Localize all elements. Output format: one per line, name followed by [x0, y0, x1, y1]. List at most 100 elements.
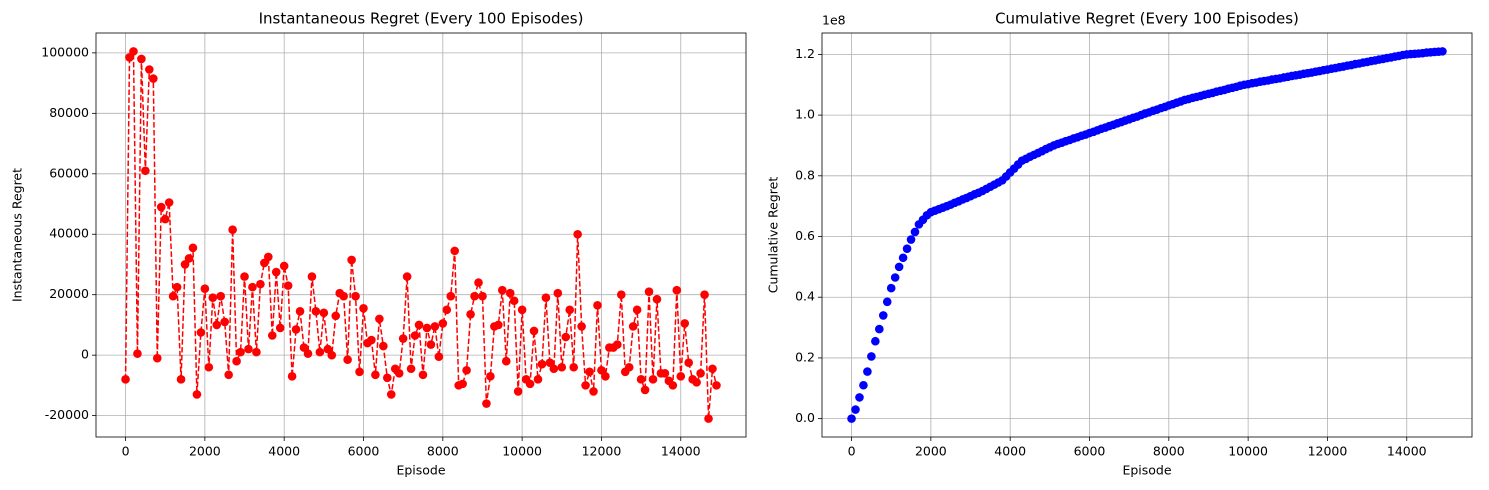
data-point — [434, 352, 444, 361]
data-point — [287, 372, 297, 381]
data-point — [315, 347, 325, 357]
data-point — [871, 336, 880, 346]
data-point — [474, 278, 483, 287]
data-point — [1438, 47, 1447, 56]
data-point — [192, 390, 202, 399]
data-point — [553, 288, 563, 298]
data-point — [692, 378, 701, 387]
data-point — [375, 314, 384, 324]
data-point — [851, 405, 860, 414]
data-point — [121, 375, 130, 384]
data-point — [438, 319, 448, 328]
data-point — [577, 322, 586, 331]
data-point — [624, 362, 634, 372]
data-point — [232, 356, 241, 366]
data-point — [200, 284, 210, 293]
data-point — [549, 364, 559, 374]
data-point — [152, 353, 162, 363]
data-point — [382, 373, 392, 383]
data-point — [878, 311, 888, 320]
data-point — [589, 387, 598, 396]
x-axis-label: Episode — [1122, 463, 1171, 478]
y-tick-label: 1.2 — [795, 46, 815, 61]
data-point — [482, 399, 491, 408]
data-point — [176, 375, 186, 384]
data-point — [906, 235, 916, 244]
data-point — [133, 349, 142, 358]
data-point — [351, 291, 360, 301]
data-point — [244, 344, 253, 354]
data-point — [628, 322, 638, 331]
data-point — [513, 387, 523, 396]
data-point — [267, 331, 277, 340]
data-point — [557, 362, 567, 372]
data-point — [462, 365, 471, 375]
data-point — [303, 349, 313, 358]
data-point — [676, 372, 686, 381]
subplot: 0 2000 4000 6000 8000 10000 12000 14000 0.0 0.2 0.… — [766, 10, 1473, 478]
data-point — [712, 381, 721, 390]
data-point — [875, 324, 884, 334]
y-tick-label: 0 — [81, 347, 89, 362]
data-point — [208, 293, 218, 303]
y-tick-label: 80000 — [49, 105, 89, 120]
data-point — [279, 261, 289, 271]
data-point — [867, 352, 876, 361]
x-tick-label: 12000 — [582, 444, 622, 459]
data-point — [593, 300, 602, 310]
data-point — [537, 359, 547, 369]
data-point — [668, 381, 678, 390]
data-point — [902, 244, 912, 253]
y-axis-label: Cumulative Regret — [766, 177, 781, 294]
data-point — [402, 272, 412, 281]
data-point — [704, 414, 713, 423]
x-tick-label: 8000 — [1153, 444, 1185, 459]
data-point — [486, 372, 495, 381]
data-point — [386, 390, 396, 399]
data-point — [636, 375, 646, 384]
data-point — [565, 305, 575, 315]
data-point — [371, 370, 380, 380]
data-point — [149, 74, 158, 83]
data-point — [307, 272, 317, 281]
x-tick-label: 12000 — [1308, 444, 1348, 459]
y-tick-label: 40000 — [49, 226, 89, 241]
data-point — [446, 291, 456, 301]
data-point — [573, 229, 582, 239]
data-point — [295, 307, 305, 316]
data-point — [160, 214, 170, 224]
series-line — [124, 48, 718, 419]
data-point — [339, 291, 348, 301]
data-point — [319, 308, 329, 318]
data-point — [240, 272, 249, 281]
data-point — [525, 379, 535, 389]
x-tick-label: 2000 — [189, 444, 221, 459]
x-tick-label: 4000 — [994, 444, 1026, 459]
data-point — [410, 331, 420, 340]
data-point — [355, 367, 364, 377]
y-axis-label: Instantaneous Regret — [10, 168, 25, 302]
data-point — [406, 364, 416, 374]
y-tick-label: 0.6 — [795, 228, 815, 243]
data-point — [359, 304, 368, 313]
chart-title: Cumulative Regret (Every 100 Episodes) — [995, 10, 1299, 28]
data-point — [426, 340, 436, 349]
data-point — [204, 362, 214, 372]
x-axis-label: Episode — [396, 463, 445, 478]
data-point — [137, 54, 146, 64]
data-point — [256, 279, 265, 289]
data-point — [172, 282, 182, 292]
data-point — [145, 65, 154, 74]
data-point — [601, 372, 610, 381]
data-point — [640, 385, 650, 395]
y-tick-label: -20000 — [45, 407, 89, 422]
data-point — [700, 290, 709, 300]
data-point — [478, 291, 487, 301]
data-point — [422, 323, 432, 333]
data-point — [275, 323, 285, 333]
data-point — [430, 322, 440, 331]
data-point — [164, 198, 174, 207]
data-point — [394, 368, 404, 378]
data-point — [855, 393, 864, 402]
